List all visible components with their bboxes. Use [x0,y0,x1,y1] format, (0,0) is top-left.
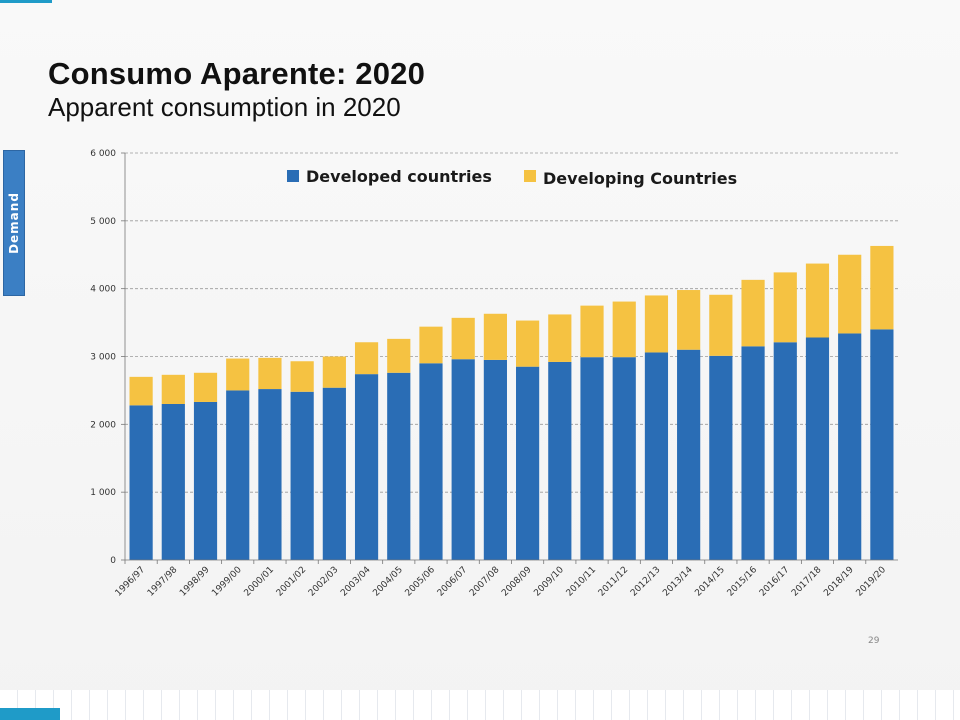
x-tick-label: 2015/16 [726,565,760,599]
x-tick-label: 2011/12 [597,565,631,599]
bottom-strip [0,690,960,720]
y-tick-label: 5 000 [90,217,116,227]
top-accent-bar [0,0,52,3]
x-tick-label: 2014/15 [693,565,727,599]
x-tick-label: 2012/13 [629,565,663,599]
bar-developed [226,390,250,560]
bottom-accent-bar [0,708,60,720]
x-tick-label: 2004/05 [371,565,405,599]
bar-developing [580,305,604,358]
y-tick-label: 1 000 [90,488,116,498]
bar-developed [451,359,475,560]
bar-developing [387,338,411,373]
gridlines [125,152,898,493]
legend: Developed countries Developing Countries [287,167,737,188]
bar-developing [290,361,314,392]
bar-developed [548,361,572,560]
x-tick-label: 2019/20 [855,565,889,599]
bar-developed [354,374,379,560]
x-tick-label: 2016/17 [758,565,792,599]
y-tick-label: 2 000 [90,420,116,430]
bar-developing [354,342,379,375]
bar-developed [677,349,701,560]
bar-developed [870,329,894,560]
x-tick-label: 2000/01 [243,565,277,599]
side-tab-demand: Demand [3,150,25,296]
x-tick-label: 2007/08 [468,565,502,599]
x-tick-label: 2002/03 [307,565,341,599]
bar-developing [709,294,733,356]
bar-developed [644,352,669,560]
x-tick-label: 2013/14 [661,565,695,599]
x-tick-label: 2003/04 [339,565,373,599]
bar-developing [741,279,765,347]
y-tick-label: 3 000 [90,353,116,363]
y-tick-label: 4 000 [90,285,116,295]
page-number: 29 [868,636,880,646]
bar-developing [516,320,540,367]
bar-developed [516,366,540,560]
bar-developing [193,372,218,402]
bar-developed [612,357,636,560]
bar-developing [161,374,185,404]
bar-developed [773,342,797,560]
y-tick-label: 6 000 [90,149,116,159]
x-tick-label: 2006/07 [436,565,470,599]
bar-developing [258,357,282,390]
slide-subtitle: Apparent consumption in 2020 [48,92,401,122]
bar-developed [193,401,218,560]
y-tick-label: 0 [110,556,116,566]
bar-developing [773,272,797,343]
x-tick-label: 2005/06 [404,565,438,599]
legend-swatch-developing [524,170,536,182]
bar-developed [483,359,507,560]
bar-developed [258,389,282,560]
legend-label-developing: Developing Countries [543,169,737,188]
x-tick-label: 2008/09 [500,565,534,599]
bar-developing [226,358,250,391]
bar-developing [129,376,153,406]
bar-developing [322,356,346,388]
x-tick-label: 1996/97 [114,565,148,599]
bar-developed [419,363,443,560]
bar-developing [612,301,636,358]
bar-developing [451,317,475,360]
bar-developed [838,333,862,560]
x-tick-label: 2009/10 [532,565,566,599]
x-tick-label: 2001/02 [275,565,309,599]
bar-developed [805,337,830,560]
x-tick-label: 2017/18 [790,565,824,599]
bar-developed [741,346,765,560]
x-tick-label: 1998/99 [178,565,212,599]
bar-developing [483,313,507,360]
bar-developed [709,355,733,560]
bar-developing [838,254,862,334]
x-tick-label: 2010/11 [565,565,599,599]
bar-developed [290,391,314,560]
x-tick-label: 2018/19 [822,565,856,599]
bar-developing [419,326,443,364]
slide-title: Consumo Aparente: 2020 [48,56,426,91]
legend-swatch-developed [287,170,299,182]
bar-developed [161,403,185,560]
bar-developing [870,245,894,330]
bar-developed [322,387,346,560]
bar-developed [387,372,411,560]
bars [129,245,894,560]
bar-developed [580,357,604,560]
legend-label-developed: Developed countries [306,167,492,186]
bar-developing [644,295,669,353]
bar-developing [548,314,572,362]
bar-developing [677,290,701,350]
bar-developed [129,405,153,560]
x-tick-label: 1997/98 [146,565,180,599]
bar-developing [805,263,830,338]
x-tick-label: 1999/00 [210,565,244,599]
